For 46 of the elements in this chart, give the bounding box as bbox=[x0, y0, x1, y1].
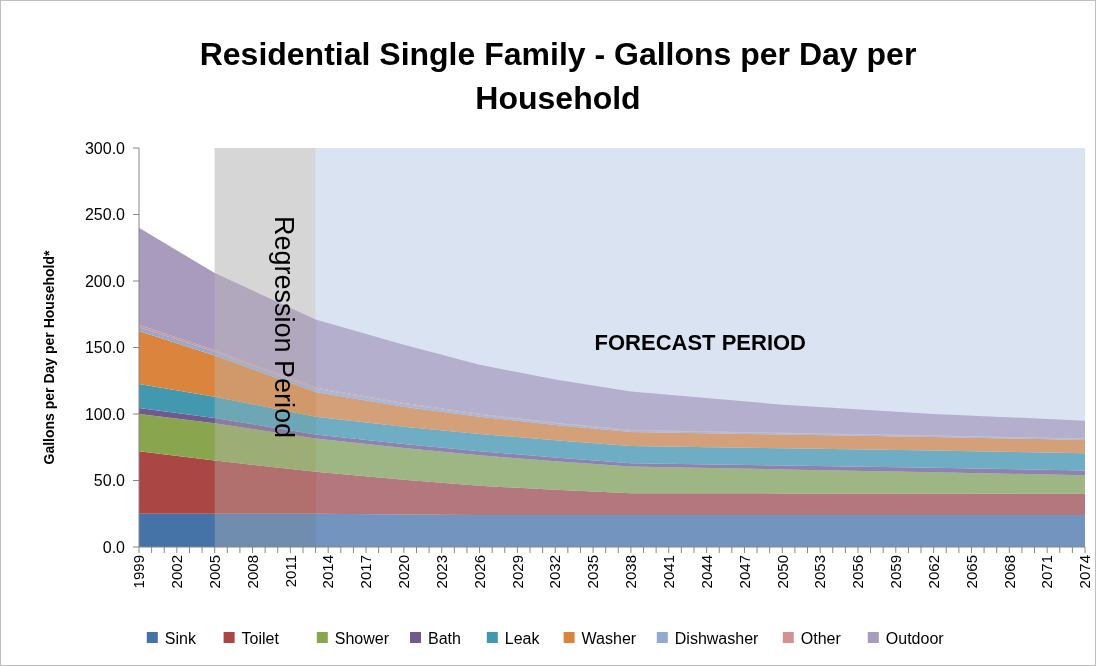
x-tick-label: 2020 bbox=[395, 555, 413, 589]
chart-title: Residential Single Family - Gallons per Day per Household bbox=[199, 36, 917, 116]
band-label: Regression Period bbox=[269, 216, 300, 439]
legend-label: Outdoor bbox=[885, 629, 945, 647]
y-tick-label: 50.0 bbox=[93, 472, 126, 490]
x-tick-label: 2062 bbox=[924, 555, 942, 589]
legend-label: Shower bbox=[334, 629, 390, 647]
y-tick-label: 300.0 bbox=[84, 139, 126, 157]
x-tick-label: 2047 bbox=[735, 555, 753, 589]
legend-label: Other bbox=[800, 629, 842, 647]
legend-label: Washer bbox=[581, 629, 637, 647]
x-tick-label: 2035 bbox=[584, 555, 602, 589]
x-tick-label: 2056 bbox=[849, 555, 867, 589]
x-tick-label: 2041 bbox=[660, 555, 678, 589]
y-axis-title: Gallons per Day per Household* bbox=[41, 249, 57, 465]
x-tick-label: 1999 bbox=[130, 555, 148, 589]
y-tick-label: 100.0 bbox=[84, 405, 126, 423]
x-tick-label: 2014 bbox=[319, 555, 337, 589]
x-tick-label: 2026 bbox=[470, 555, 488, 589]
x-tick-label: 2068 bbox=[1000, 555, 1018, 589]
x-tick-label: 2002 bbox=[168, 555, 186, 589]
x-tick-label: 2044 bbox=[697, 555, 715, 589]
y-tick-label: 150.0 bbox=[84, 339, 126, 357]
x-tick-label: 2050 bbox=[773, 555, 791, 589]
x-tick-label: 2017 bbox=[357, 555, 375, 589]
x-tick-label: 2008 bbox=[243, 555, 261, 589]
y-tick-label: 0.0 bbox=[102, 538, 126, 556]
x-tick-label: 2059 bbox=[887, 555, 905, 589]
x-tick-label: 2029 bbox=[508, 555, 526, 589]
x-tick-label: 2023 bbox=[432, 555, 450, 589]
band-label: FORECAST PERIOD bbox=[594, 330, 807, 355]
x-tick-label: 2053 bbox=[811, 555, 829, 589]
legend-label: Dishwasher bbox=[674, 629, 760, 647]
x-tick-label: 2071 bbox=[1038, 555, 1056, 589]
legend-label: Toilet bbox=[241, 629, 280, 647]
x-tick-label: 2032 bbox=[546, 555, 564, 589]
x-tick-label: 2074 bbox=[1076, 555, 1094, 589]
x-tick-label: 2011 bbox=[281, 555, 299, 588]
x-tick-label: 2038 bbox=[622, 555, 640, 589]
x-tick-label: 2005 bbox=[205, 555, 223, 589]
y-tick-label: 200.0 bbox=[84, 272, 126, 290]
x-tick-label: 2065 bbox=[962, 555, 980, 589]
legend-label: Leak bbox=[504, 629, 541, 647]
y-tick-label: 250.0 bbox=[84, 206, 126, 224]
legend-label: Bath bbox=[428, 629, 461, 647]
legend-label: Sink bbox=[164, 629, 197, 647]
